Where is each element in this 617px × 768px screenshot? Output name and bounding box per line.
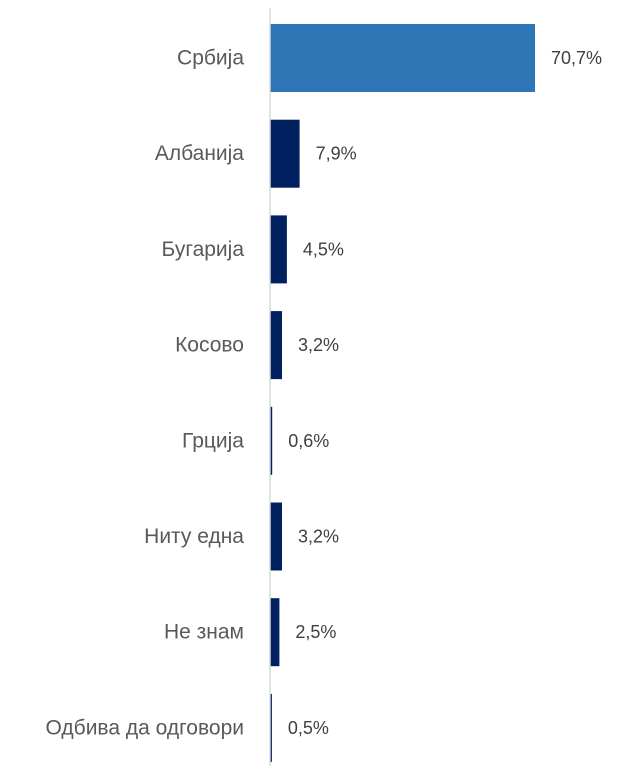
- value-label: 4,5%: [303, 239, 344, 259]
- value-label: 7,9%: [316, 144, 357, 164]
- bars-layer: [270, 24, 535, 762]
- category-label: Грција: [182, 429, 244, 452]
- value-label: 0,6%: [288, 431, 329, 451]
- bar-0: [270, 24, 535, 92]
- value-label: 3,2%: [298, 335, 339, 355]
- category-label: Бугарија: [162, 238, 245, 261]
- value-label: 3,2%: [298, 527, 339, 547]
- category-label: Одбива да одговори: [46, 716, 244, 739]
- bar-5: [270, 502, 282, 571]
- bar-3: [270, 311, 282, 380]
- category-label: Ниту една: [144, 525, 244, 548]
- category-label: Албанија: [155, 142, 244, 165]
- value-label: 2,5%: [295, 622, 336, 642]
- bar-7: [270, 693, 272, 762]
- value-label: 0,5%: [288, 718, 329, 738]
- category-label: Србија: [177, 47, 244, 70]
- category-label: Косово: [175, 334, 244, 357]
- category-label: Не знам: [164, 621, 244, 644]
- labels-layer: Србија 70,7% Албанија 7,9% Бугарија 4,5% Косов…: [46, 47, 603, 740]
- bar-2: [270, 215, 287, 284]
- bar-6: [270, 598, 280, 667]
- bar-4: [270, 406, 273, 475]
- value-label: 70,7%: [551, 48, 602, 68]
- bar-1: [270, 119, 300, 188]
